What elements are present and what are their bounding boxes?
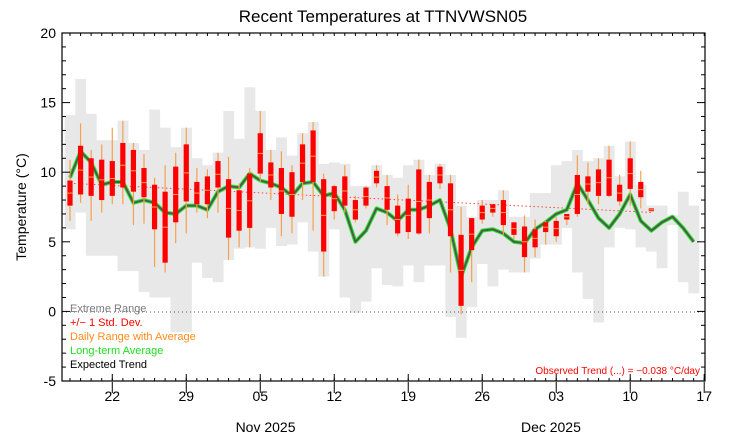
x-tick-label: 17 [696,388,712,404]
legend-item: Extreme Range [70,303,146,315]
month-label: Dec 2025 [521,419,581,435]
std-dev-bars [67,130,655,306]
legend-item: Daily Range with Average [70,331,196,343]
extreme-range-bar [540,193,552,245]
chart-title: Recent Temperatures at TTNVWSN05 [239,7,528,26]
x-tick-label: 10 [622,388,638,404]
extreme-range-bar [561,161,573,228]
extreme-range-bar [350,186,361,313]
y-tick-label: 5 [48,234,56,250]
extreme-range-bar [550,165,562,245]
extreme-range-bar [677,191,689,283]
extreme-range-bar [656,205,668,269]
y-tick-label: 15 [40,95,56,111]
x-tick-label: 19 [400,388,416,404]
extreme-range-bar [212,152,224,283]
extreme-range-bar [202,165,213,278]
legend-item: +/− 1 Std. Dev. [70,317,143,329]
plot-frame [61,32,706,382]
y-tick-label: 0 [48,303,56,319]
x-tick-label: 12 [326,388,342,404]
x-tick-label: 29 [178,388,194,404]
x-tick-label: 05 [252,388,268,404]
x-tick-label: 03 [548,388,564,404]
y-axis-label: Temperature (°C) [13,153,29,261]
extreme-range-bar [371,165,383,269]
observed-trend-line [69,182,652,213]
legend-item: Expected Trend [70,359,147,371]
extreme-range-bar [508,216,520,273]
extreme-range-bar [582,161,594,299]
observed-trend-line [69,182,652,213]
x-tick-label: 26 [474,388,490,404]
legend-item: Long-term Average [70,345,163,357]
extreme-range-bar [434,163,446,266]
extreme-range-bar [487,200,499,287]
extreme-range-bar [667,215,679,226]
y-tick-label: 10 [40,164,56,180]
extreme-range-bar [244,87,256,248]
legend: Extreme Range +/− 1 Std. Dev. Daily Range … [70,303,196,371]
y-tick-label: -5 [44,373,57,389]
y-tick-label: 20 [40,25,56,41]
month-label: Nov 2025 [236,419,296,435]
extreme-range-bar [688,205,700,294]
extreme-range-bar [360,186,372,302]
extreme-range-bar [339,163,351,298]
observed-trend-label: Observed Trend (...) = −0.038 °C/day [535,366,700,377]
x-tick-label: 22 [104,388,120,404]
extreme-range-bar [593,158,605,323]
extreme-range-bar [381,174,393,285]
